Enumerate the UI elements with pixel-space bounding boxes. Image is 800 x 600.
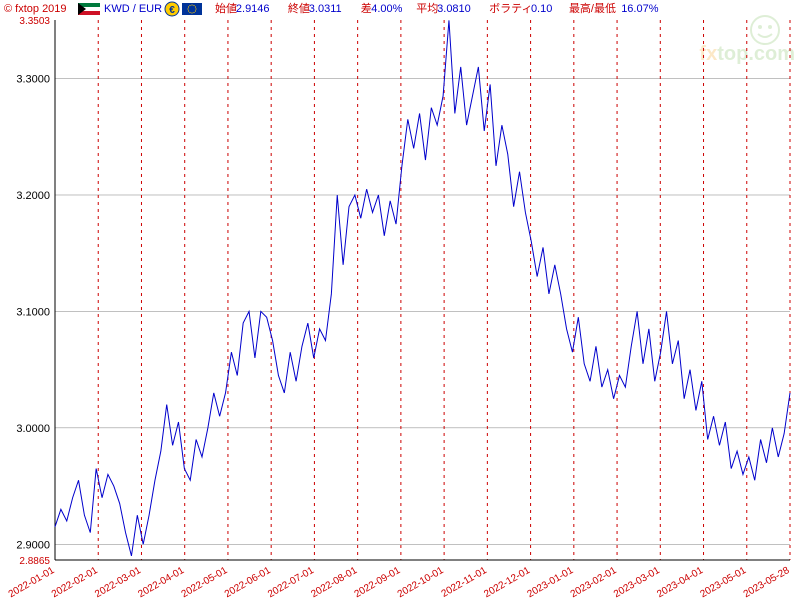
flag-kuwait <box>78 3 100 15</box>
header-label: 最高/最低 <box>569 1 616 15</box>
y-tick-label: 3.3000 <box>16 74 50 86</box>
header-value: 0.10 <box>531 3 552 15</box>
y-max-label: 3.3503 <box>19 16 50 27</box>
y-tick-label: 3.2000 <box>16 190 50 202</box>
y-tick-label: 2.9000 <box>16 539 50 551</box>
header-value: 4.00% <box>371 3 402 15</box>
currency-chart: fxtop.com 2.9000 3.0000 3.1000 3.2000 3.3000 3… <box>0 0 800 600</box>
flag-eu: € <box>165 2 202 16</box>
header-label: ボラティ <box>489 2 532 15</box>
header-value: 3.0810 <box>437 3 471 15</box>
y-min-label: 2.8865 <box>19 556 50 567</box>
chart-svg: fxtop.com 2.9000 3.0000 3.1000 3.2000 3.3000 3… <box>0 0 800 600</box>
header-label: 平均 <box>416 2 438 15</box>
header-label: 始値 <box>215 1 237 15</box>
y-tick-label: 3.1000 <box>16 306 50 318</box>
header-value: 16.07% <box>621 3 659 15</box>
header-label: 差 <box>361 1 372 15</box>
header-label: 終値 <box>288 1 310 15</box>
svg-text:€: € <box>169 5 175 16</box>
header-value: 2.9146 <box>236 3 270 15</box>
header-value: 3.0311 <box>309 3 342 15</box>
y-tick-label: 3.0000 <box>16 423 50 435</box>
watermark-text: fxtop.com <box>699 43 795 65</box>
copyright-text: © fxtop 2019 <box>4 3 67 15</box>
currency-pair: KWD / EUR <box>104 3 162 15</box>
